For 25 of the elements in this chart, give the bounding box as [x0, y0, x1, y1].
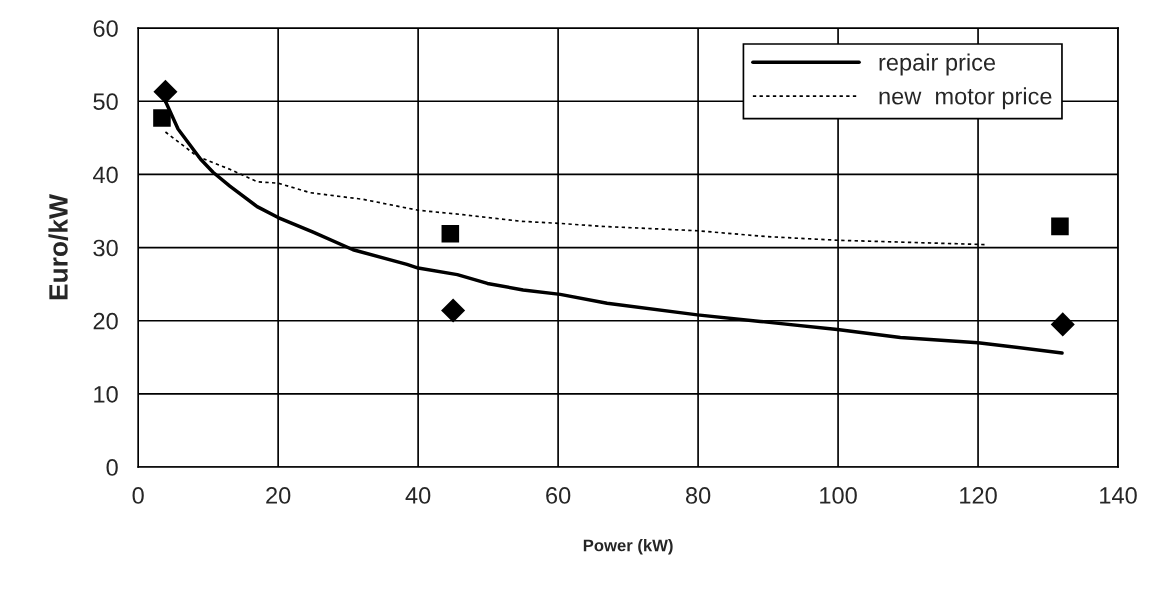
- point: [153, 109, 171, 127]
- x-tick-label: 120: [960, 487, 997, 504]
- point: [441, 224, 460, 243]
- legend-label: new motor price: [879, 87, 1052, 110]
- x-tick-label: 40: [405, 487, 431, 504]
- y-tick-label: 10: [94, 385, 118, 403]
- x-tick-label: 140: [1100, 487, 1137, 504]
- point: [153, 79, 178, 104]
- x-tick-label: 80: [685, 487, 711, 504]
- y-tick-label: 50: [93, 93, 118, 111]
- x-tick-label: 60: [546, 487, 571, 504]
- y-tick-label: 20: [93, 312, 118, 330]
- y-axis-title: Euro/kW: [48, 194, 69, 300]
- point: [1051, 217, 1069, 236]
- x-tick-label: 20: [266, 487, 291, 504]
- y-tick-label: 0: [106, 459, 118, 476]
- legend-label: repair price: [879, 53, 996, 76]
- x-tick-label: 100: [820, 487, 857, 504]
- y-tick-label: 60: [93, 20, 118, 37]
- point: [1050, 312, 1075, 337]
- x-axis-title: Power (kW): [583, 539, 673, 555]
- point: [441, 298, 466, 323]
- y-tick-label: 30: [93, 239, 118, 257]
- y-tick-label: 40: [93, 166, 118, 184]
- x-tick-label: 0: [132, 487, 144, 504]
